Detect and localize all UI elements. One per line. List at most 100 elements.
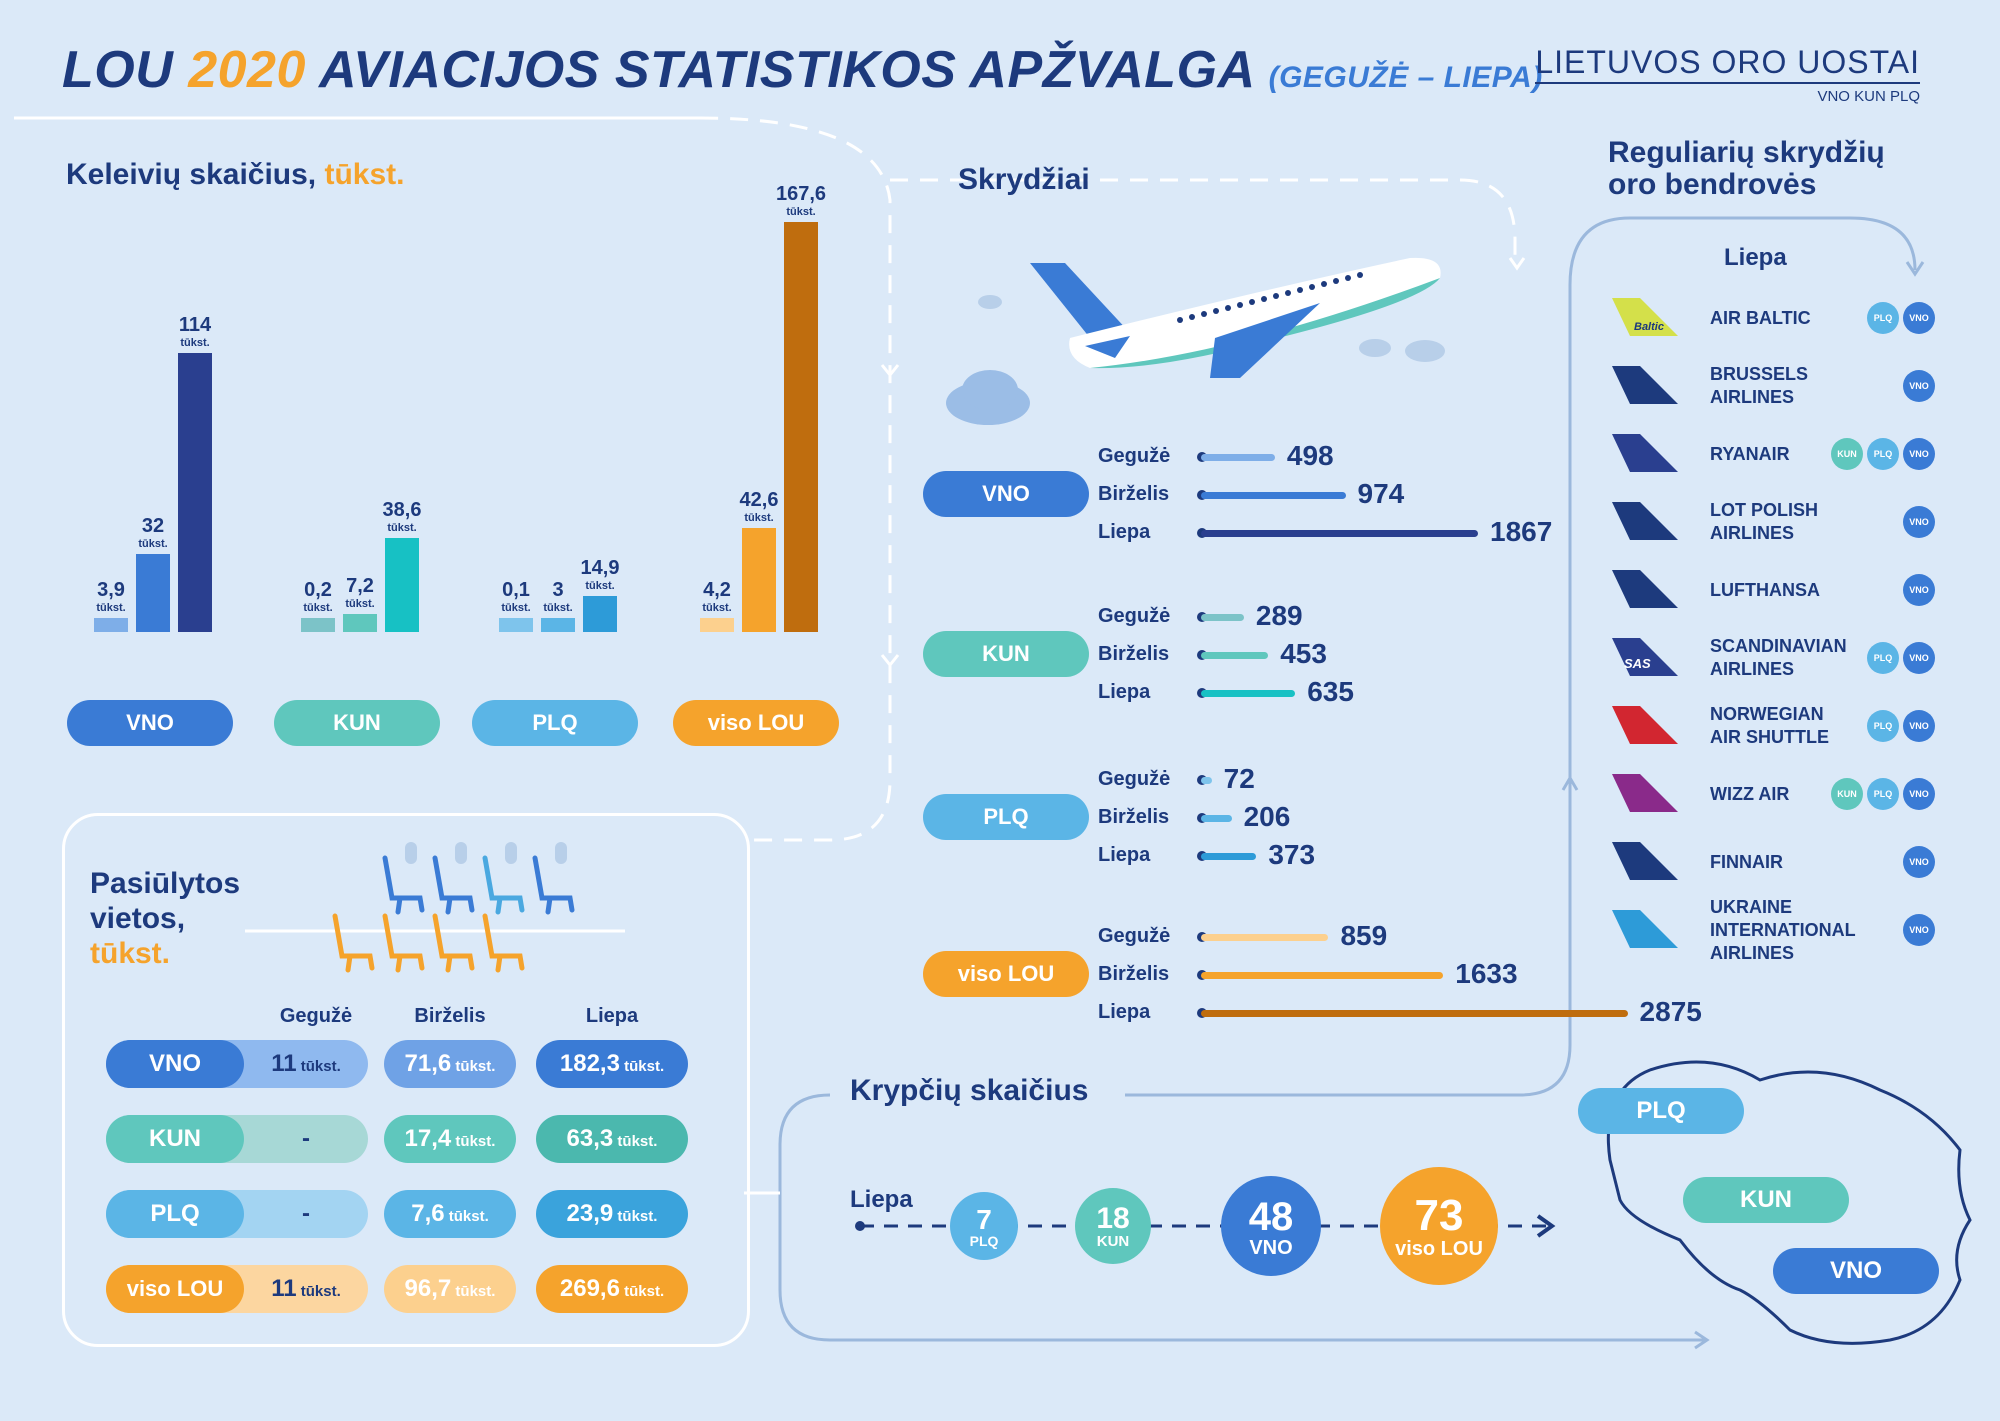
passengers-group-plq: PLQ [472, 700, 638, 746]
bar-vno-2 [178, 353, 212, 632]
bar-value-label: 42,6 tūkst. [728, 490, 790, 524]
airline-tail-icon [1612, 502, 1678, 540]
passengers-group-kun: KUN [274, 700, 440, 746]
airline-name: SCANDINAVIAN AIRLINES [1710, 635, 1847, 681]
bar-value-text: 0,2 [304, 579, 332, 601]
airline-name-line: WIZZ AIR [1710, 783, 1790, 804]
seats-icon [245, 842, 625, 973]
logo: LIETUVOS ORO UOSTAI [1535, 44, 1920, 84]
seats-cell-value: 71,6 [404, 1050, 452, 1077]
lithuania-map [1606, 1060, 1972, 1345]
seats-cell-value: 23,9 [566, 1200, 614, 1227]
bar-value-unit: tūkst. [501, 602, 531, 614]
seats-cell: - [244, 1115, 368, 1163]
airline-name: LOT POLISH AIRLINES [1710, 499, 1818, 545]
bar-value-text: 7,2 [346, 575, 374, 598]
seats-column-header: Gegužė [279, 1005, 353, 1027]
airport-badge-kun: KUN [1831, 778, 1863, 810]
map-label-kun: KUN [1683, 1177, 1849, 1223]
logo-airports: VNO KUN PLQ [1817, 88, 1920, 105]
bar-value-label: 14,9 tūkst. [569, 558, 631, 592]
bar-viso-lou-2 [784, 222, 818, 632]
bar-value-label: 38,6 tūkst. [371, 500, 433, 534]
flight-bar [1201, 652, 1269, 659]
destination-value: 7 [976, 1203, 992, 1235]
airline-name-line: INTERNATIONAL [1710, 919, 1856, 940]
airline-tail-icon [1612, 434, 1678, 472]
flight-month-label: Gegužė [1098, 605, 1171, 627]
airline-tail-icon [1612, 774, 1678, 812]
airline-tail-icon [1612, 706, 1678, 744]
seats-cell: 11 tūkst. [244, 1265, 368, 1313]
flight-month-label: Gegužė [1098, 768, 1171, 790]
airlines-list: Baltic AIR BALTIC PLQ VNO BRUSSELS AIRLINES VN… [1612, 298, 1935, 965]
airline-name-line: UKRAINE [1710, 896, 1793, 917]
bar-vno-1 [136, 553, 170, 632]
airline-name-line: SCANDINAVIAN [1710, 636, 1847, 656]
airline-tail-icon: Baltic [1612, 298, 1678, 336]
seats-column-header: Birželis [414, 1005, 486, 1027]
airport-badge-plq: PLQ [1867, 302, 1899, 334]
destination-value: 18 [1096, 1202, 1130, 1236]
seats-cell-unit: tūkst. [451, 1283, 496, 1300]
destination-circle-kun: 18 KUN [1075, 1188, 1151, 1264]
flight-bar [1201, 1010, 1628, 1017]
passengers-group-viso-lou: viso LOU [673, 700, 839, 746]
bar-viso-lou-0 [700, 618, 734, 632]
bar-value-text: 14,9 [580, 556, 620, 579]
seats-title-l2: vietos, [90, 902, 186, 935]
flight-value: 206 [1243, 801, 1291, 832]
destinations-circles: 7 PLQ 18 KUN 48 VNO 73 viso LOU [950, 1167, 1498, 1285]
airport-badge-vno: VNO [1903, 302, 1935, 334]
airline-name: AIR BALTIC [1710, 307, 1811, 330]
airline-name-line: AIRLINES [1710, 659, 1795, 679]
bar-value-unit: tūkst. [345, 598, 375, 611]
airline-name-line: AIRLINES [1710, 523, 1795, 543]
passengers-group-vno: VNO [67, 700, 233, 746]
flight-bar [1201, 454, 1275, 461]
passengers-title: Keleivių skaičius, tūkst. [66, 158, 405, 192]
flight-month-label: Birželis [1098, 963, 1170, 985]
seats-cell: 269,6 tūkst. [536, 1265, 688, 1313]
destination-label: viso LOU [1395, 1238, 1483, 1261]
flights-group-plq: PLQ [923, 794, 1089, 840]
seats-cell: 7,6 tūkst. [384, 1190, 516, 1238]
flights-title: Skrydžiai [958, 163, 1090, 196]
airline-name: UKRAINE INTERNATIONAL AIRLINES [1710, 896, 1856, 965]
bar-plq-0 [499, 618, 533, 632]
seats-cell-value: 7,6 [411, 1200, 445, 1227]
airline-name: WIZZ AIR [1710, 783, 1789, 806]
seats-cell-unit: tūkst. [613, 1133, 658, 1150]
airport-badge-vno: VNO [1903, 710, 1935, 742]
passengers-title-text: Keleivių skaičius, [66, 158, 317, 191]
bar-value-text: 167,6 [775, 183, 827, 205]
airport-badge-kun: KUN [1831, 438, 1863, 470]
flight-bar [1201, 853, 1257, 860]
flight-bar [1201, 614, 1244, 621]
bar-value-label: 0,2 tūkst. [287, 580, 349, 614]
airport-badge-plq: PLQ [1867, 710, 1899, 742]
sas-mark: SAS [1624, 656, 1651, 671]
bar-value-unit: tūkst. [180, 337, 210, 350]
destination-label: VNO [1249, 1237, 1293, 1260]
passengers-title-unit: tūkst. [324, 158, 405, 191]
flight-value: 289 [1255, 600, 1303, 631]
seats-cell: 63,3 tūkst. [536, 1115, 688, 1163]
bar-value-unit: tūkst. [96, 602, 126, 614]
seats-cell-unit: tūkst. [444, 1208, 489, 1225]
flight-bar [1201, 777, 1212, 784]
destination-circle-viso-lou: 73 viso LOU [1380, 1167, 1498, 1285]
bar-kun-2 [385, 537, 419, 632]
airport-badge-plq: PLQ [1867, 438, 1899, 470]
flight-value: 453 [1280, 638, 1327, 669]
seats-cell: 17,4 tūkst. [384, 1115, 516, 1163]
bar-value-unit: tūkst. [786, 206, 816, 218]
airlines-title-l1: Reguliarių skrydžių [1608, 136, 1885, 169]
airline-tail-icon [1612, 910, 1678, 948]
flight-bar [1201, 690, 1296, 697]
flight-month-label: Liepa [1098, 1001, 1151, 1023]
seats-cell-unit: tūkst. [296, 1058, 341, 1075]
page-title: LOU 2020 AVIACIJOS STATISTIKOS APŽVALGA … [62, 40, 1543, 100]
bar-value-text: 3,9 [97, 579, 125, 601]
flight-month-label: Liepa [1098, 681, 1151, 703]
